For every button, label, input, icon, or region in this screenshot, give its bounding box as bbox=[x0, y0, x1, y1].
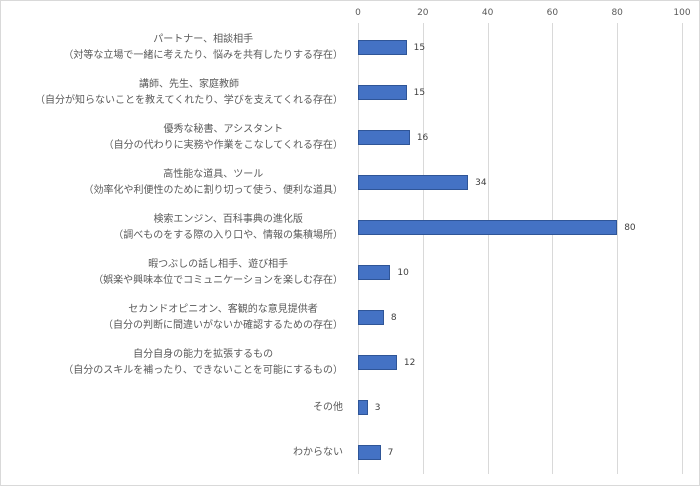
category-title: 検索エンジン、百科事典の進化版 bbox=[153, 214, 303, 225]
x-tick-label: 100 bbox=[673, 8, 691, 18]
gridline bbox=[422, 23, 424, 474]
bar bbox=[358, 220, 618, 235]
x-tick-label: 40 bbox=[481, 8, 494, 18]
category-description: （対等な立場で一緒に考えたり、悩みを共有したりする存在） bbox=[63, 50, 343, 61]
category-title: 暇つぶしの話し相手、遊び相手 bbox=[148, 259, 289, 270]
category-label: 検索エンジン、百科事典の進化版 （調べものをする際の入り口や、情報の集積場所） bbox=[113, 212, 343, 244]
category-label: パートナー、相談相手 （対等な立場で一緒に考えたり、悩みを共有したりする存在） bbox=[63, 32, 343, 64]
data-label: 10 bbox=[397, 268, 409, 278]
data-label: 7 bbox=[387, 448, 394, 458]
category-description: （娯楽や興味本位でコミュニケーションを楽しむ存在） bbox=[93, 275, 343, 286]
data-label: 34 bbox=[475, 178, 487, 188]
category-description: （自分の判断に間違いがないか確認するための存在） bbox=[103, 320, 343, 331]
category-title: セカンドオピニオン、客観的な意見提供者 bbox=[128, 304, 318, 315]
category-label: その他 bbox=[313, 400, 343, 416]
category-title: 優秀な秘書、アシスタント bbox=[163, 124, 284, 135]
bar bbox=[358, 355, 397, 370]
data-label: 15 bbox=[413, 88, 426, 98]
bar bbox=[358, 400, 368, 415]
category-description: （効率化や利便性のために割り切って使う、便利な道具） bbox=[83, 185, 344, 196]
x-tick-label: 0 bbox=[355, 8, 361, 18]
category-description: （自分の代わりに実務や作業をこなしてくれる存在） bbox=[103, 140, 343, 151]
category-title: わからない bbox=[293, 447, 343, 458]
gridline bbox=[487, 23, 489, 474]
category-description: （自分のスキルを補ったり、できないことを可能にするもの） bbox=[63, 365, 343, 376]
bar bbox=[358, 265, 391, 280]
category-description: （自分が知らないことを教えてくれたり、学びを支えてくれる存在） bbox=[35, 95, 343, 106]
bar bbox=[358, 175, 469, 190]
category-label: 優秀な秘書、アシスタント （自分の代わりに実務や作業をこなしてくれる存在） bbox=[104, 122, 343, 154]
x-tick-label: 60 bbox=[546, 8, 559, 18]
category-label: セカンドオピニオン、客観的な意見提供者 （自分の判断に間違いがないか確認するための… bbox=[103, 302, 343, 334]
gridline bbox=[617, 23, 619, 474]
gridline bbox=[552, 23, 554, 474]
data-label: 8 bbox=[390, 313, 397, 323]
bar bbox=[358, 85, 407, 100]
gridline bbox=[682, 23, 683, 474]
category-label: 自分自身の能力を拡張するもの （自分のスキルを補ったり、できないことを可能にするも… bbox=[63, 347, 343, 379]
category-label: 講師、先生、家庭教師 （自分が知らないことを教えてくれたり、学びを支えてくれる存在… bbox=[35, 77, 343, 109]
y-axis-line bbox=[358, 23, 359, 474]
data-label: 15 bbox=[413, 43, 426, 53]
x-tick-label: 80 bbox=[611, 8, 623, 18]
bar bbox=[358, 130, 410, 145]
category-label: 高性能な道具、ツール （効率化や利便性のために割り切って使う、便利な道具） bbox=[84, 167, 344, 199]
category-label: わからない bbox=[293, 445, 343, 461]
data-label: 80 bbox=[624, 223, 636, 233]
category-title: 講師、先生、家庭教師 bbox=[139, 79, 239, 90]
bar bbox=[358, 445, 381, 460]
category-title: 高性能な道具、ツール bbox=[163, 169, 264, 180]
category-title: 自分自身の能力を拡張するもの bbox=[133, 349, 274, 360]
x-tick-label: 20 bbox=[417, 8, 429, 18]
category-title: その他 bbox=[313, 402, 343, 413]
bar bbox=[358, 310, 384, 325]
data-label: 12 bbox=[403, 358, 416, 368]
category-description: （調べものをする際の入り口や、情報の集積場所） bbox=[113, 230, 343, 241]
category-title: パートナー、相談相手 bbox=[153, 34, 254, 45]
data-label: 3 bbox=[374, 403, 381, 413]
data-label: 16 bbox=[416, 133, 429, 143]
bar bbox=[358, 40, 407, 55]
category-label: 暇つぶしの話し相手、遊び相手 （娯楽や興味本位でコミュニケーションを楽しむ存在） bbox=[93, 257, 343, 289]
